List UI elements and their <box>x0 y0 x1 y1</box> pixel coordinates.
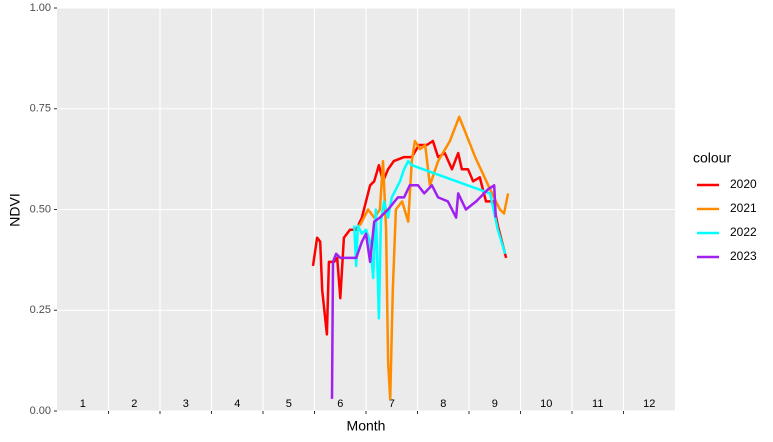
month-label: 2 <box>131 398 137 410</box>
legend-label: 2022 <box>730 225 757 239</box>
month-label: 11 <box>592 398 603 410</box>
month-label: 9 <box>492 398 498 410</box>
month-label: 12 <box>643 398 655 410</box>
legend-label: 2023 <box>730 249 757 263</box>
month-label: 6 <box>337 398 343 410</box>
month-label: 1 <box>80 398 86 410</box>
month-label: 8 <box>440 398 446 410</box>
y-tick-label: 0.50 <box>30 203 51 215</box>
y-tick-label: 0.25 <box>30 304 51 316</box>
y-axis-title: NDVI <box>7 193 23 226</box>
month-label: 7 <box>389 398 395 410</box>
month-label: 5 <box>286 398 292 410</box>
y-tick-label: 0.00 <box>30 405 51 417</box>
legend-label: 2020 <box>730 177 757 191</box>
series-line <box>330 184 498 399</box>
x-axis-title: Month <box>347 418 386 434</box>
series-line <box>352 159 507 320</box>
y-tick-label: 1.00 <box>30 2 51 14</box>
series-line <box>358 115 510 401</box>
legend-title: colour <box>693 150 731 166</box>
legend-label: 2021 <box>730 201 757 215</box>
month-label: 4 <box>234 398 240 410</box>
month-label: 10 <box>540 398 552 410</box>
month-label: 3 <box>183 398 189 410</box>
y-tick-label: 0.75 <box>30 103 51 115</box>
